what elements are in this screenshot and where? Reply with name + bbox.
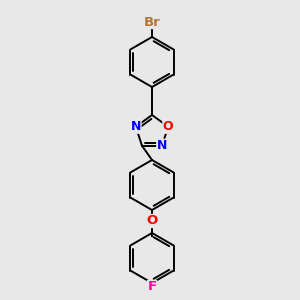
Text: O: O (163, 120, 173, 133)
Text: F: F (147, 280, 157, 293)
Text: O: O (146, 214, 158, 227)
Text: N: N (130, 120, 141, 133)
Text: Br: Br (144, 16, 160, 28)
Text: N: N (157, 139, 167, 152)
